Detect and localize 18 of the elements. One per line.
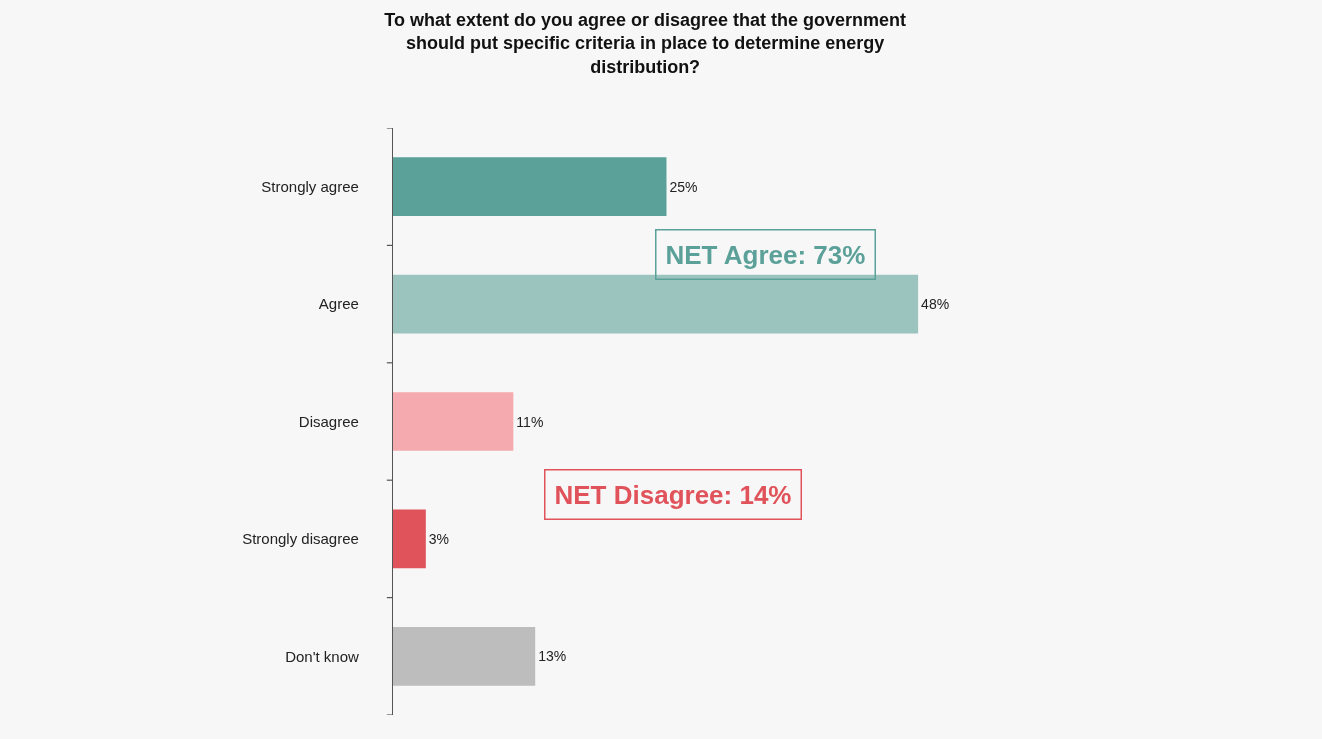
y-tick-label: Strongly disagree xyxy=(242,530,359,548)
annotation: NET Agree: 73% xyxy=(665,239,866,270)
y-tick-label: Don't know xyxy=(285,647,360,665)
y-tick-label: Agree xyxy=(318,295,359,313)
bar xyxy=(393,157,667,217)
data-label: 13% xyxy=(538,648,567,665)
y-tick-label: Strongly agree xyxy=(261,177,359,195)
bar xyxy=(393,274,919,334)
chart-title: To what extent do you agree or disagree that the government should put specific criteria in place to determine energy distribution? xyxy=(384,9,907,77)
bar xyxy=(393,392,514,451)
bar xyxy=(393,509,426,569)
data-label: 3% xyxy=(428,530,450,547)
data-label: 11% xyxy=(516,413,544,430)
annotation: NET Disagree: 14% xyxy=(554,479,792,510)
data-label: 25% xyxy=(669,178,698,195)
y-tick-label: Disagree xyxy=(298,412,359,430)
data-label: 48% xyxy=(921,296,950,313)
bar xyxy=(393,626,536,686)
